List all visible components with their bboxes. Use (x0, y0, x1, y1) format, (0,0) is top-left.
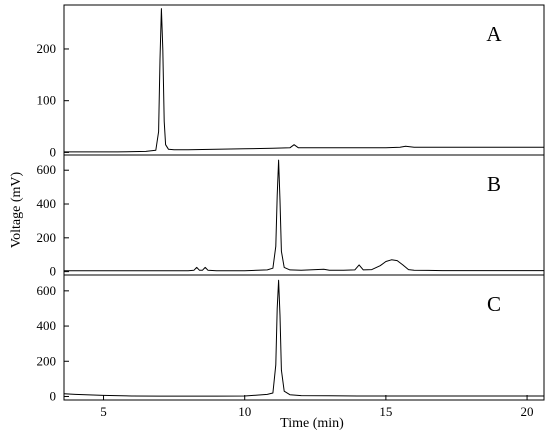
x-tick-label: 5 (100, 404, 107, 419)
x-tick-label: 15 (379, 404, 392, 419)
y-tick-label-b: 400 (37, 196, 57, 211)
y-tick-label-a: 200 (37, 41, 57, 56)
x-axis: 5 10 15 20 (100, 395, 534, 419)
x-tick-label: 20 (521, 404, 534, 419)
y-tick-label-a: 100 (37, 93, 57, 108)
panel-labels: A B C (486, 22, 502, 316)
panel-label-a: A (486, 22, 502, 46)
x-axis-title: Time (min) (280, 416, 344, 431)
plot-area-frames (63, 4, 545, 401)
panel-label-b: B (487, 172, 501, 196)
y-tick-label-b: 0 (50, 264, 57, 279)
trace-c (63, 279, 544, 397)
y-tick-label-a: 0 (50, 144, 57, 159)
trace-b (64, 159, 544, 272)
y-tick-label-c: 200 (37, 353, 57, 368)
traces (63, 8, 544, 397)
panel-label-c: C (487, 292, 501, 316)
trace-a (64, 8, 544, 153)
y-axes: 0 100 200 0 200 400 600 0 200 400 600 (37, 41, 69, 403)
y-tick-label-c: 0 (50, 388, 57, 403)
y-tick-label-b: 600 (37, 162, 57, 177)
plot-frame (63, 4, 545, 401)
x-tick-label: 10 (238, 404, 251, 419)
y-axis-title: Voltage (mV) (9, 171, 24, 248)
y-tick-label-b: 200 (37, 230, 57, 245)
y-tick-label-c: 400 (37, 318, 57, 333)
y-tick-label-c: 600 (37, 283, 57, 298)
